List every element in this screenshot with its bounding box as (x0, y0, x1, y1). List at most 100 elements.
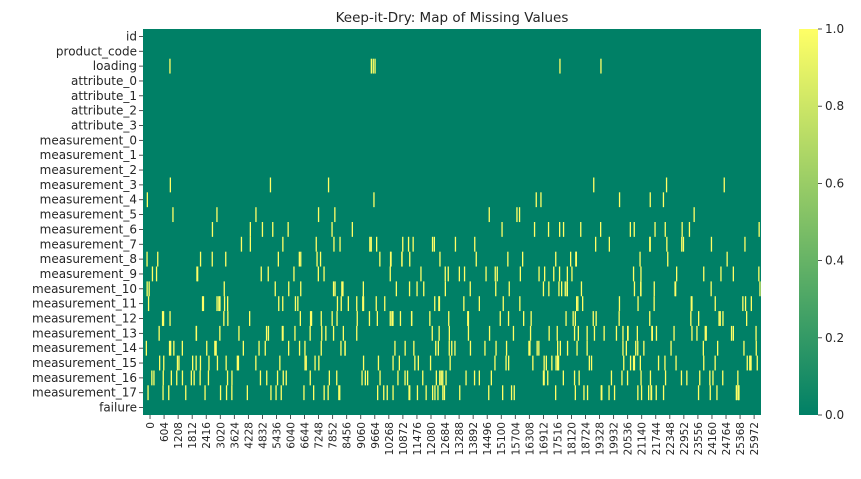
missing-mark-measurement_16 (445, 370, 447, 386)
missing-mark-measurement_7 (402, 236, 404, 252)
missing-mark-measurement_12 (161, 311, 164, 326)
missing-mark-measurement_8 (570, 251, 572, 267)
missing-mark-measurement_5 (516, 207, 518, 223)
missing-mark-measurement_4 (540, 192, 542, 208)
missing-mark-measurement_13 (265, 325, 268, 341)
missing-mark-measurement_14 (557, 340, 559, 356)
missing-mark-measurement_13 (586, 325, 588, 341)
missing-mark-measurement_13 (691, 325, 693, 341)
x-label-1812: 1812 (187, 422, 199, 449)
missing-mark-measurement_9 (444, 266, 446, 282)
missing-mark-measurement_10 (564, 281, 566, 297)
missing-mark-measurement_3 (169, 177, 171, 193)
missing-mark-measurement_16 (397, 370, 399, 386)
missing-mark-measurement_8 (401, 251, 403, 267)
missing-mark-measurement_7 (333, 236, 335, 252)
missing-mark-measurement_16 (640, 370, 642, 386)
y-axis: idproduct_codeloadingattribute_0attribut… (32, 29, 143, 415)
missing-mark-measurement_13 (622, 325, 624, 341)
missing-mark-measurement_17 (513, 385, 515, 401)
x-label-0: 0 (145, 422, 157, 429)
missing-mark-measurement_9 (447, 266, 449, 282)
missing-mark-measurement_10 (148, 281, 150, 297)
missing-mark-measurement_13 (282, 325, 284, 341)
missing-mark-measurement_12 (649, 311, 651, 326)
missing-mark-measurement_16 (442, 370, 444, 386)
missing-mark-measurement_9 (632, 266, 635, 282)
missing-mark-measurement_11 (750, 296, 752, 312)
missing-mark-measurement_17 (583, 385, 585, 401)
missing-mark-measurement_8 (522, 251, 524, 267)
missing-mark-measurement_16 (193, 370, 195, 386)
missing-mark-measurement_9 (196, 266, 198, 282)
missing-mark-measurement_15 (304, 355, 306, 371)
missing-mark-measurement_9 (420, 266, 422, 282)
missing-mark-measurement_13 (556, 325, 558, 341)
missing-mark-measurement_8 (390, 251, 392, 267)
missing-mark-measurement_16 (404, 370, 406, 386)
missing-mark-measurement_16 (207, 370, 210, 386)
missing-mark-measurement_13 (267, 325, 270, 341)
missing-mark-measurement_6 (501, 222, 503, 237)
missing-mark-measurement_16 (686, 370, 688, 386)
missing-mark-measurement_14 (755, 340, 757, 356)
x-label-10268: 10268 (384, 422, 396, 455)
missing-mark-measurement_11 (375, 296, 377, 312)
missing-mark-measurement_16 (199, 370, 201, 386)
missing-mark-measurement_10 (710, 281, 712, 297)
missing-mark-measurement_13 (448, 325, 450, 341)
missing-mark-measurement_10 (300, 281, 302, 297)
missing-mark-measurement_13 (321, 325, 323, 341)
missing-mark-measurement_14 (469, 340, 472, 356)
y-label-measurement_12: measurement_12 (32, 312, 137, 326)
missing-mark-measurement_15 (236, 355, 238, 371)
missing-mark-measurement_15 (746, 355, 748, 371)
missing-mark-measurement_13 (512, 325, 515, 341)
missing-mark-measurement_12 (169, 311, 171, 326)
missing-mark-measurement_17 (270, 385, 272, 401)
missing-mark-measurement_14 (298, 340, 301, 356)
missing-mark-measurement_17 (459, 385, 461, 401)
missing-mark-measurement_14 (181, 340, 183, 356)
missing-mark-measurement_17 (655, 385, 657, 401)
missing-mark-measurement_7 (240, 236, 243, 252)
missing-mark-measurement_15 (398, 355, 400, 371)
missing-mark-measurement_16 (573, 370, 576, 386)
missing-mark-measurement_12 (356, 311, 358, 326)
missing-mark-measurement_17 (738, 385, 740, 401)
missing-mark-measurement_9 (260, 266, 262, 282)
missing-mark-measurement_16 (336, 370, 338, 386)
missing-mark-measurement_8 (316, 251, 318, 267)
chart-title: Keep-it-Dry: Map of Missing Values (336, 10, 569, 26)
x-label-24764: 24764 (721, 422, 733, 456)
missing-mark-measurement_15 (163, 355, 165, 371)
missing-mark-measurement_16 (285, 370, 287, 386)
missing-mark-measurement_8 (225, 251, 227, 267)
missing-mark-measurement_13 (705, 325, 707, 341)
x-label-14496: 14496 (482, 422, 494, 456)
missing-mark-loading (370, 58, 372, 74)
missing-mark-measurement_11 (216, 296, 218, 312)
y-label-attribute_1: attribute_1 (71, 89, 137, 103)
y-label-measurement_4: measurement_4 (40, 193, 137, 207)
missing-mark-measurement_13 (195, 325, 197, 341)
x-label-6040: 6040 (286, 422, 298, 449)
missing-mark-measurement_14 (344, 340, 346, 356)
missing-mark-measurement_10 (508, 281, 510, 297)
missing-mark-measurement_15 (532, 355, 534, 371)
missing-mark-measurement_14 (702, 340, 704, 356)
missing-mark-measurement_6 (633, 222, 635, 237)
x-axis: 0 604 1208 1812 2416 3020 3624 4228 4832 5436 6040… (145, 415, 761, 455)
y-label-attribute_2: attribute_2 (71, 104, 137, 118)
missing-mark-measurement_10 (653, 281, 655, 297)
missing-mark-measurement_9 (732, 266, 734, 282)
missing-mark-measurement_11 (502, 296, 504, 312)
missing-mark-measurement_16 (367, 370, 369, 386)
missing-mark-measurement_16 (543, 370, 545, 386)
missing-mark-measurement_9 (323, 266, 325, 282)
missing-mark-measurement_10 (274, 281, 276, 297)
missing-mark-measurement_17 (168, 385, 170, 401)
missing-mark-measurement_10 (423, 281, 425, 297)
missing-mark-measurement_8 (439, 251, 441, 267)
missing-mark-measurement_12 (467, 311, 469, 326)
